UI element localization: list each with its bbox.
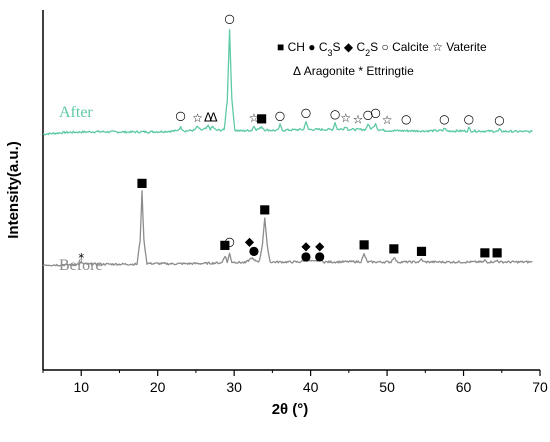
vaterite-marker: ☆ bbox=[192, 111, 203, 125]
legend-subscript: 3 bbox=[328, 48, 333, 58]
calcite-marker: ○ bbox=[224, 12, 234, 26]
x-tick-label: 60 bbox=[456, 379, 472, 395]
legend-label: CH bbox=[288, 40, 305, 54]
calcite-marker: ○ bbox=[224, 234, 234, 248]
y-axis-title: Intensity(a.u.) bbox=[5, 141, 22, 239]
legend-label: C bbox=[319, 40, 328, 54]
c2s-marker: ◆ bbox=[245, 234, 255, 248]
x-tick-label: 10 bbox=[73, 379, 89, 395]
aragonite-marker: Δ bbox=[209, 111, 218, 125]
ch-marker: ■ bbox=[492, 245, 503, 259]
series-label-after: After bbox=[59, 104, 93, 121]
c2s-marker: ◆ bbox=[315, 239, 325, 253]
x-tick-label: 20 bbox=[150, 379, 166, 395]
c3s-marker: ● bbox=[315, 249, 325, 263]
ch-marker: ■ bbox=[259, 202, 270, 216]
x-tick-label: 70 bbox=[532, 379, 548, 395]
vaterite-marker: ☆ bbox=[249, 111, 260, 125]
series-layer bbox=[42, 29, 533, 267]
vaterite-marker: ☆ bbox=[340, 111, 351, 125]
calcite-marker: ○ bbox=[330, 107, 340, 121]
calcite-marker: ○ bbox=[464, 112, 474, 126]
calcite-marker: ○ bbox=[301, 105, 311, 119]
legend-symbol: ● bbox=[305, 40, 319, 54]
series-line-before bbox=[42, 190, 533, 267]
x-tick-label: 40 bbox=[303, 379, 319, 395]
x-tick-label: 30 bbox=[226, 379, 242, 395]
aragonite-marker: Δ bbox=[204, 111, 213, 125]
legend-label: Vaterite bbox=[446, 40, 487, 54]
legend-suffix: S bbox=[333, 40, 341, 54]
c3s-marker: ● bbox=[301, 249, 311, 263]
legend-label: C bbox=[356, 40, 365, 54]
calcite-marker: ○ bbox=[401, 112, 411, 126]
x-tick-label: 50 bbox=[379, 379, 395, 395]
calcite-marker: ○ bbox=[275, 108, 285, 122]
c2s-marker: ◆ bbox=[301, 239, 311, 253]
legend-symbol: ■ bbox=[277, 40, 288, 54]
vaterite-marker: ☆ bbox=[353, 112, 364, 126]
ch-marker: ■ bbox=[256, 111, 267, 125]
legend-suffix: S bbox=[370, 40, 378, 54]
legend-label: Aragonite bbox=[304, 64, 356, 78]
legend-symbol: * bbox=[355, 64, 366, 78]
calcite-marker: ○ bbox=[439, 112, 449, 126]
legend-symbol: ☆ bbox=[429, 40, 446, 54]
ch-marker: ■ bbox=[479, 245, 490, 259]
ch-marker: ■ bbox=[219, 238, 230, 252]
x-axis-title: 2θ (°) bbox=[272, 401, 309, 418]
ettringite-marker: * bbox=[78, 251, 84, 265]
legend-symbol: Δ bbox=[293, 64, 304, 78]
vaterite-marker: ☆ bbox=[382, 113, 393, 127]
legend-symbol: ○ bbox=[378, 40, 392, 54]
legend-subscript: 2 bbox=[365, 48, 370, 58]
plot-frame bbox=[42, 10, 540, 371]
legend-label: Ettringtie bbox=[366, 64, 414, 78]
phase-markers: ○○ ☆ ΔΔ ☆■ ○ ○ ○ ☆ ☆ ○○☆ ○ ○ ○ ○*■■○ ◆●■◆●◆●■ ■ ■ ■ ■ bbox=[78, 12, 504, 265]
calcite-marker: ○ bbox=[370, 105, 380, 119]
x-ticks: 10 20 30 40 50 60 70 bbox=[42, 370, 548, 395]
calcite-marker: ○ bbox=[494, 113, 504, 127]
legend-symbol: ◆ bbox=[341, 40, 357, 54]
calcite-marker: ○ bbox=[175, 109, 185, 123]
series-line-after bbox=[42, 29, 533, 136]
legend-label: Calcite bbox=[392, 40, 429, 54]
series-label-before: Before bbox=[59, 257, 103, 274]
calcite-marker: ○ bbox=[363, 108, 373, 122]
c3s-marker: ● bbox=[249, 244, 259, 258]
ch-marker: ■ bbox=[136, 175, 147, 189]
legend-row: ■ CH ● C3S ◆ C2S ○ Calcite ☆ Vaterite bbox=[277, 40, 487, 58]
legend-row: Δ Aragonite * Ettringtie bbox=[293, 64, 414, 78]
ch-marker: ■ bbox=[388, 241, 399, 255]
ch-marker: ■ bbox=[416, 244, 427, 258]
ch-marker: ■ bbox=[358, 237, 369, 251]
